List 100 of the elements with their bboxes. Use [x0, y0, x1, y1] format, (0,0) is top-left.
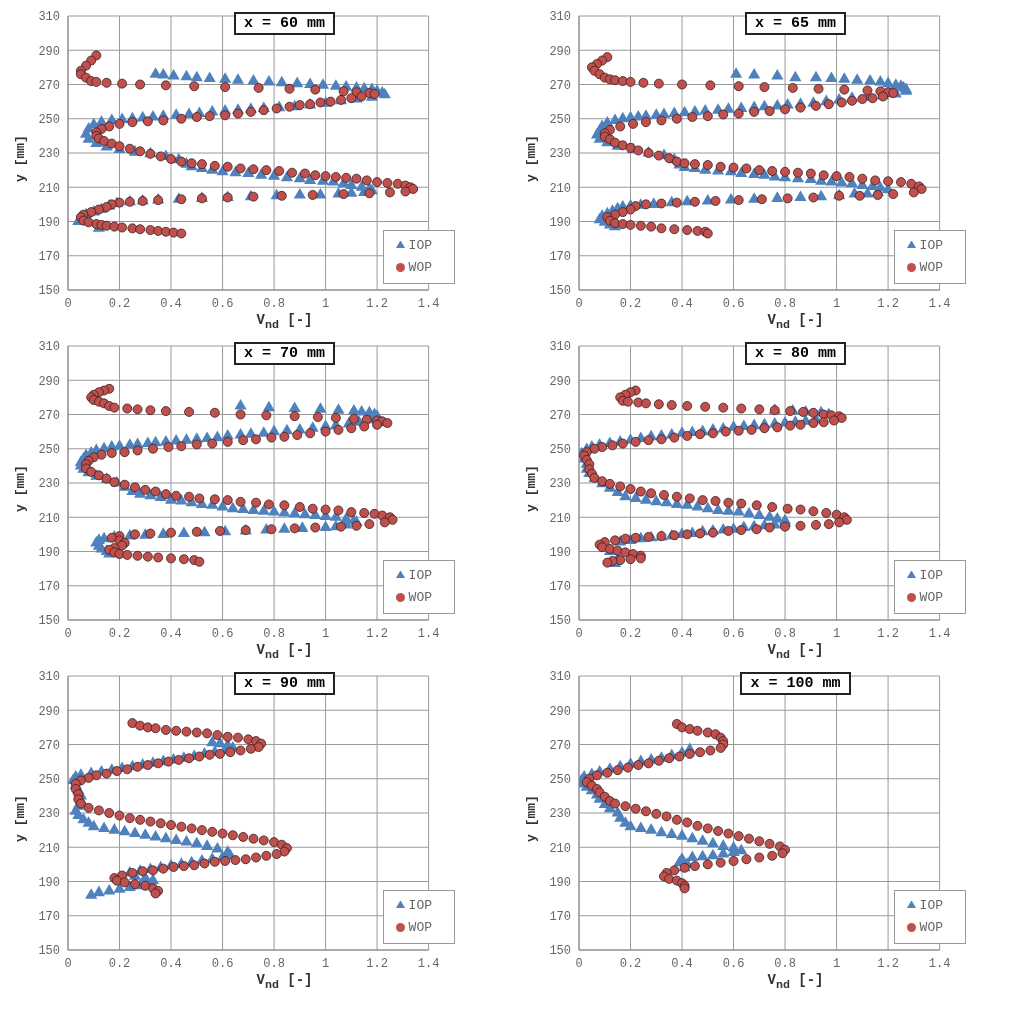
x-tick-label: 0.2 — [108, 956, 131, 971]
x-tick-label: 1.4 — [417, 296, 440, 311]
x-tick-label: 1.2 — [366, 296, 388, 311]
y-tick-label: 170 — [549, 910, 571, 925]
x-tick-label: 0.6 — [722, 296, 745, 311]
x-tick-label: 1.4 — [417, 626, 440, 641]
y-tick-label: 290 — [38, 374, 60, 389]
x-tick-label: 1 — [832, 626, 841, 641]
y-tick-label: 310 — [38, 670, 60, 685]
x-tick-label: 0.8 — [263, 296, 285, 311]
legend-label: WOP — [919, 260, 943, 275]
y-tick-label: 230 — [38, 807, 60, 822]
y-tick-label: 210 — [38, 511, 60, 526]
x-tick-label: 0.4 — [160, 956, 182, 971]
legend-label: WOP — [408, 590, 432, 605]
y-tick-label: 170 — [38, 250, 60, 265]
y-tick-label: 210 — [38, 181, 60, 196]
chart-title: x = 70 mm — [233, 342, 335, 365]
chart-title: x = 60 mm — [233, 12, 335, 35]
x-tick-label: 1.2 — [366, 956, 388, 971]
x-tick-label: 0.4 — [160, 626, 182, 641]
legend-label: IOP — [919, 238, 943, 253]
x-tick-label: 1.4 — [928, 956, 951, 971]
y-tick-label: 150 — [549, 614, 571, 629]
y-tick-label: 270 — [38, 408, 60, 423]
x-tick-label: 1.2 — [877, 956, 899, 971]
legend-label: WOP — [408, 260, 432, 275]
chart-title: x = 100 mm — [740, 672, 851, 695]
x-axis-title: V$_{nd}$ [-] — [766, 972, 825, 992]
y-tick-label: 210 — [549, 181, 571, 196]
y-tick-label: 310 — [549, 10, 571, 25]
legend-label: IOP — [408, 568, 432, 583]
y-tick-label: 250 — [549, 443, 571, 458]
y-axis-title: y [mm] — [12, 464, 28, 514]
legend-label: WOP — [919, 590, 943, 605]
y-tick-label: 190 — [38, 545, 60, 560]
x-tick-label: 1.2 — [366, 626, 388, 641]
y-tick-label: 190 — [38, 875, 60, 890]
x-tick-label: 1.4 — [417, 956, 440, 971]
y-axis-title: y [mm] — [12, 134, 28, 184]
x-tick-label: 1.2 — [877, 296, 899, 311]
x-tick-label: 1.4 — [928, 626, 951, 641]
x-tick-label: 0 — [575, 296, 583, 311]
x-tick-label: 0.4 — [671, 956, 693, 971]
y-tick-label: 230 — [38, 477, 60, 492]
legend-label: WOP — [408, 920, 432, 935]
x-tick-label: 0.6 — [722, 956, 745, 971]
y-tick-label: 310 — [549, 670, 571, 685]
x-tick-label: 0.2 — [108, 296, 131, 311]
y-tick-label: 150 — [549, 284, 571, 299]
x-tick-label: 0.6 — [211, 956, 234, 971]
y-axis-title: y [mm] — [523, 464, 539, 514]
x-tick-label: 1.4 — [928, 296, 951, 311]
x-tick-label: 0 — [64, 956, 72, 971]
x-tick-label: 0.4 — [160, 296, 182, 311]
y-tick-label: 270 — [38, 78, 60, 93]
y-tick-label: 150 — [549, 944, 571, 959]
y-tick-label: 150 — [38, 284, 60, 299]
x-tick-label: 1 — [321, 296, 330, 311]
y-tick-label: 250 — [38, 113, 60, 128]
x-tick-label: 0.8 — [263, 956, 285, 971]
chart-title: x = 65 mm — [744, 12, 846, 35]
y-tick-label: 150 — [38, 944, 60, 959]
x-tick-label: 0.4 — [671, 296, 693, 311]
y-tick-label: 250 — [549, 773, 571, 788]
y-tick-label: 230 — [549, 477, 571, 492]
y-tick-label: 290 — [549, 374, 571, 389]
x-axis-title: V$_{nd}$ [-] — [766, 642, 825, 662]
x-axis-title: V$_{nd}$ [-] — [255, 642, 314, 662]
y-tick-label: 270 — [549, 78, 571, 93]
x-tick-label: 0.8 — [774, 626, 796, 641]
y-tick-label: 290 — [38, 704, 60, 719]
y-tick-label: 210 — [549, 511, 571, 526]
x-tick-label: 0.8 — [774, 296, 796, 311]
x-tick-label: 0.6 — [211, 296, 234, 311]
y-tick-label: 170 — [549, 250, 571, 265]
x-axis-title: V$_{nd}$ [-] — [255, 972, 314, 992]
x-tick-label: 0.2 — [619, 296, 642, 311]
y-tick-label: 250 — [549, 113, 571, 128]
x-tick-label: 0.2 — [619, 626, 642, 641]
y-tick-label: 170 — [38, 580, 60, 595]
y-axis-title: y [mm] — [523, 134, 539, 184]
y-tick-label: 310 — [38, 340, 60, 355]
y-tick-label: 150 — [38, 614, 60, 629]
x-tick-label: 0.8 — [263, 626, 285, 641]
x-tick-label: 0.6 — [211, 626, 234, 641]
legend-label: IOP — [408, 898, 432, 913]
y-tick-label: 230 — [549, 147, 571, 162]
x-tick-label: 1 — [832, 956, 841, 971]
legend-label: IOP — [408, 238, 432, 253]
x-tick-label: 0.2 — [619, 956, 642, 971]
y-tick-label: 270 — [549, 738, 571, 753]
y-axis-title: y [mm] — [12, 794, 28, 844]
y-tick-label: 250 — [38, 773, 60, 788]
x-tick-label: 0.6 — [722, 626, 745, 641]
x-axis-title: V$_{nd}$ [-] — [766, 312, 825, 332]
x-tick-label: 0.4 — [671, 626, 693, 641]
y-tick-label: 250 — [38, 443, 60, 458]
legend-label: WOP — [919, 920, 943, 935]
y-tick-label: 190 — [38, 215, 60, 230]
